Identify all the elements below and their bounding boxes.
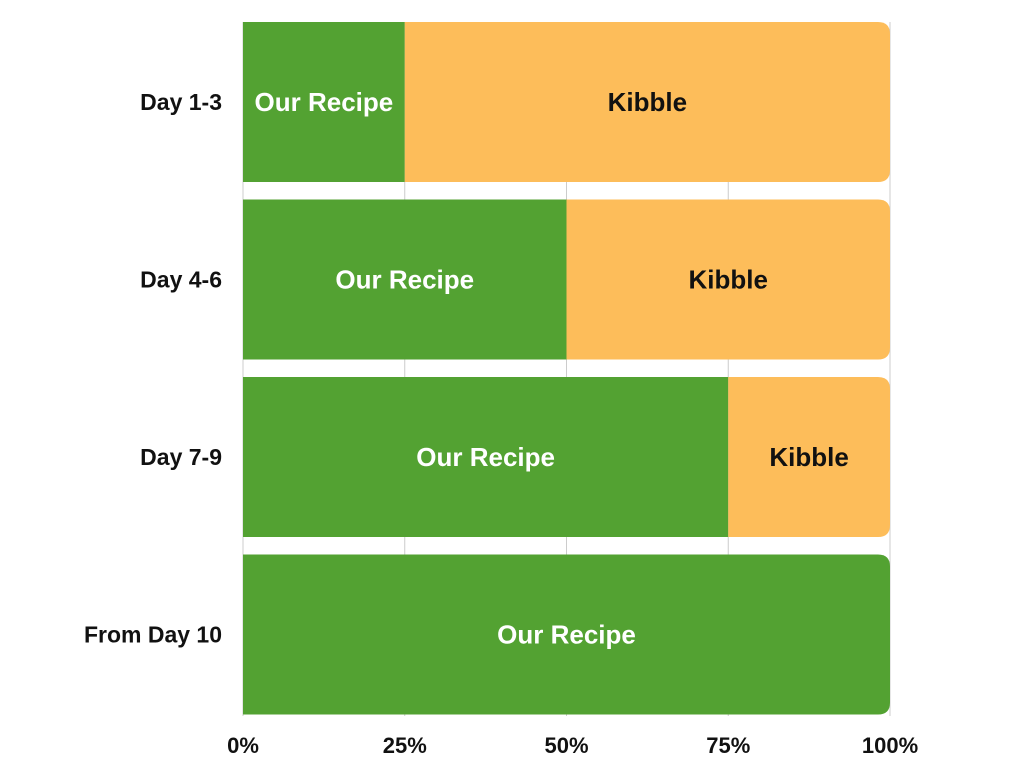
x-tick-labels: 0% 25% 50% 75% 100% bbox=[227, 733, 918, 758]
bar-segment-our-recipe bbox=[243, 377, 729, 537]
category-label: Day 1-3 bbox=[140, 89, 222, 115]
segment-label-our-recipe: Our Recipe bbox=[416, 442, 555, 472]
x-tick-label: 25% bbox=[383, 733, 427, 758]
category-label: Day 4-6 bbox=[140, 267, 222, 293]
segment-label-our-recipe: Our Recipe bbox=[335, 265, 474, 295]
segment-label-kibble: Kibble bbox=[769, 442, 848, 472]
category-label: From Day 10 bbox=[84, 622, 222, 648]
category-label: Day 7-9 bbox=[140, 444, 222, 470]
segment-label-kibble: Kibble bbox=[608, 87, 687, 117]
segment-label-kibble: Kibble bbox=[689, 265, 768, 295]
bar-segment-our-recipe bbox=[243, 199, 567, 360]
segment-label-our-recipe: Our Recipe bbox=[497, 620, 636, 650]
segment-label-our-recipe: Our Recipe bbox=[255, 87, 394, 117]
bar-segment-our-recipe bbox=[243, 22, 405, 182]
category-labels: Day 1-3 Day 4-6 Day 7-9 From Day 10 bbox=[84, 89, 222, 648]
bar-segment-kibble bbox=[404, 22, 890, 182]
bars: Our Recipe Kibble Our Recipe Kibble Our Reci… bbox=[243, 22, 890, 715]
bar-segment-kibble bbox=[566, 199, 890, 360]
x-tick-label: 0% bbox=[227, 733, 259, 758]
x-tick-label: 50% bbox=[544, 733, 588, 758]
bar-segment-our-recipe bbox=[243, 554, 890, 715]
bar-segment-kibble bbox=[728, 377, 890, 537]
x-tick-label: 75% bbox=[706, 733, 750, 758]
x-tick-label: 100% bbox=[862, 733, 918, 758]
